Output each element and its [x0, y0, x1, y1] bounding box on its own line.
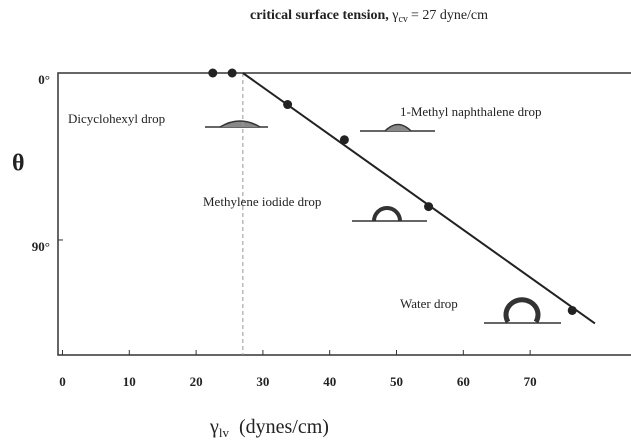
drop — [372, 206, 402, 222]
drop — [503, 297, 541, 324]
x-tick-label: 30 — [256, 374, 269, 389]
annotation: Dicyclohexyl drop — [68, 111, 165, 126]
fit-line — [242, 72, 596, 325]
drop — [219, 120, 261, 128]
annotation: 1-Methyl naphthalene drop — [400, 104, 542, 119]
drop — [384, 123, 412, 132]
x-axis-label: γlv (dynes/cm) — [209, 416, 329, 440]
annotation: Methylene iodide drop — [203, 194, 321, 209]
x-tick-label: 70 — [524, 374, 537, 389]
x-label-text: (dynes/cm) — [239, 416, 329, 438]
title-text: critical surface tension, — [250, 8, 389, 23]
y-axis-label: θ — [12, 151, 25, 177]
annotation: Water drop — [400, 296, 458, 311]
x-tick-label: 50 — [390, 374, 403, 389]
x-label-subscript: lv — [219, 425, 230, 440]
x-tick-label: 10 — [123, 374, 136, 389]
point — [567, 305, 577, 315]
x-tick-label: 0 — [59, 374, 66, 389]
drop-illustrations — [205, 120, 561, 324]
title-value: = 27 dyne/cm — [411, 8, 488, 23]
point — [227, 68, 237, 78]
point — [208, 68, 218, 78]
x-tick-label: 40 — [323, 374, 336, 389]
title-symbol: γ — [391, 8, 398, 23]
title-subscript: cv — [398, 14, 407, 25]
point — [424, 202, 434, 212]
y-tick-label: 0° — [38, 72, 50, 87]
point — [283, 100, 293, 110]
chart-title: critical surface tension, γcv = 27 dyne/c… — [250, 8, 488, 25]
x-tick-label: 20 — [190, 374, 203, 389]
point — [339, 135, 349, 145]
x-tick-label: 60 — [457, 374, 470, 389]
x-label-symbol: γ — [209, 416, 219, 438]
plot-frame — [57, 72, 631, 356]
y-tick-label: 90° — [32, 239, 50, 254]
